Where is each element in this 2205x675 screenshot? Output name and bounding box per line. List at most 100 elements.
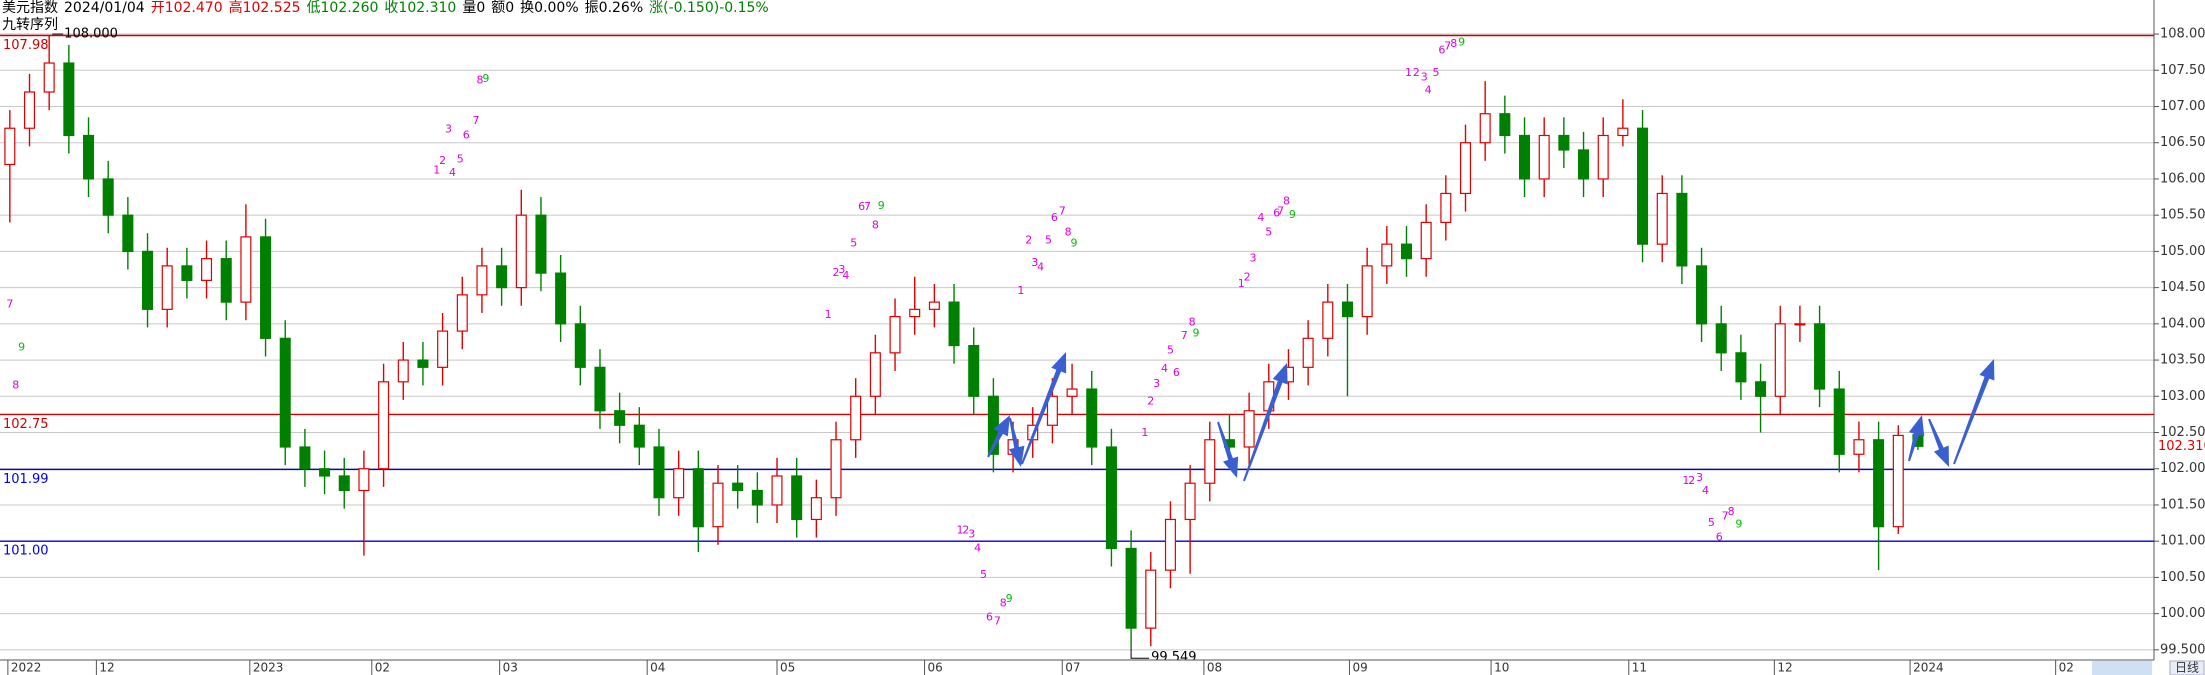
nine-turn-label: 2 xyxy=(1413,66,1420,79)
candle-body xyxy=(791,475,803,521)
x-tick-label: 07 xyxy=(1065,661,1080,675)
header-item: 振0.26% xyxy=(585,0,643,16)
candle-body xyxy=(397,359,409,383)
candle-body xyxy=(240,236,252,303)
drawn-arrow xyxy=(1243,363,1288,482)
nine-turn-label: 1 xyxy=(825,308,832,321)
nine-turn-label: 3 xyxy=(838,263,845,276)
header-item: 低102.260 xyxy=(307,0,379,16)
candle-body xyxy=(437,330,449,368)
drawn-arrow xyxy=(1217,421,1239,478)
nine-turn-label: 9 xyxy=(1193,326,1200,339)
y-tick-label: 107.00 xyxy=(2160,99,2205,114)
candle-body xyxy=(338,475,350,492)
y-tick-label: 105.50 xyxy=(2160,208,2205,223)
candle-body xyxy=(23,91,36,129)
candle-body xyxy=(633,424,645,448)
nine-turn-label: 5 xyxy=(980,568,987,581)
nine-turn-label: 7 xyxy=(994,615,1001,628)
y-tick-label: 101.50 xyxy=(2160,497,2205,512)
nine-turn-label: 7 xyxy=(1059,205,1066,218)
header-item: 收102.310 xyxy=(384,0,456,16)
period-box xyxy=(2169,660,2205,675)
nine-turn-label: 5 xyxy=(1045,234,1052,247)
candle-body xyxy=(1243,410,1255,448)
x-tick-label: 02 xyxy=(2059,661,2074,675)
reference-label: 102.75 xyxy=(3,417,49,432)
header-item: 涨(-0.150)-0.15% xyxy=(649,0,769,16)
candle-body xyxy=(63,62,75,137)
nine-turn-label: 4 xyxy=(1037,260,1044,273)
candle-body xyxy=(4,127,16,166)
candle-body xyxy=(1440,192,1452,224)
candle-body xyxy=(1499,113,1511,137)
nine-turn-label: 1 xyxy=(1682,474,1689,487)
nine-turn-label: 5 xyxy=(1265,226,1272,239)
nine-turn-label: 8 xyxy=(872,218,879,231)
nine-turn-label: 8 xyxy=(1000,596,1007,609)
header-item: 换0.00% xyxy=(520,0,578,16)
candle-body xyxy=(1833,388,1845,455)
annotation-line xyxy=(1130,646,1150,659)
nine-turn-label: 8 xyxy=(1065,226,1072,239)
candle-body xyxy=(1341,301,1353,318)
drawn-arrow xyxy=(987,415,1010,458)
nine-turn-label: 1 xyxy=(1238,277,1245,290)
x-tick-label: 05 xyxy=(780,661,795,675)
candle-body xyxy=(1046,395,1058,426)
candle-body xyxy=(712,482,724,528)
nine-turn-label: 9 xyxy=(1071,236,1078,249)
candle-body xyxy=(1597,134,1609,180)
drawn-arrow xyxy=(1021,352,1067,465)
nine-turn-label: 7 xyxy=(473,114,480,127)
y-tick-label: 104.00 xyxy=(2160,316,2205,331)
header-item: 高102.525 xyxy=(229,0,301,16)
candle-body xyxy=(614,410,626,426)
candle-body xyxy=(1774,323,1786,397)
nine-turn-label: 3 xyxy=(1153,377,1160,390)
nine-turn-label: 7 xyxy=(6,297,13,310)
candle-body xyxy=(1361,265,1373,318)
header-item: 量0 xyxy=(462,0,485,16)
candle-body xyxy=(1066,388,1078,397)
nine-turn-label: 7 xyxy=(1722,510,1729,523)
nine-turn-label: 3 xyxy=(1031,256,1038,269)
nine-turn-label: 2 xyxy=(439,154,446,167)
candle-body xyxy=(1538,134,1550,180)
candle-body xyxy=(1656,192,1668,245)
candle-body xyxy=(417,359,429,368)
last-price-label: 102.310 xyxy=(2158,439,2205,454)
nine-turn-label: 4 xyxy=(1257,211,1264,224)
nine-turn-label: 4 xyxy=(1161,362,1168,375)
nine-turn-label: 5 xyxy=(1708,516,1715,529)
candle-body xyxy=(1420,221,1432,260)
candle-body xyxy=(260,236,272,339)
nine-turn-label: 5 xyxy=(457,152,464,165)
nine-turn-label: 2 xyxy=(1025,234,1032,247)
candle-body xyxy=(948,301,960,347)
candle-body xyxy=(574,323,586,368)
candle-body xyxy=(1558,134,1570,151)
candle-body xyxy=(1755,381,1767,397)
candle-body xyxy=(1853,439,1865,455)
candle-body xyxy=(1892,434,1904,528)
candle-body xyxy=(555,272,567,325)
nine-turn-label: 8 xyxy=(1189,315,1196,328)
nine-turn-label: 4 xyxy=(974,541,981,554)
nine-turn-label: 9 xyxy=(1735,518,1742,531)
candle-body xyxy=(1814,323,1826,390)
reference-label: 107.98 xyxy=(3,38,49,53)
drawn-arrow xyxy=(1008,417,1025,467)
nine-turn-label: 5 xyxy=(1167,344,1174,357)
candle-body xyxy=(378,381,390,470)
nine-turn-label: 6 xyxy=(986,610,993,623)
candle-body xyxy=(1735,352,1747,383)
y-tick-label: 99.500 xyxy=(2160,642,2205,657)
nine-turn-label: 9 xyxy=(878,199,885,212)
nine-turn-label: 8 xyxy=(1450,37,1457,50)
x-tick-label: 2024 xyxy=(1913,661,1944,675)
candle-body xyxy=(102,178,114,216)
x-tick-label: 03 xyxy=(503,661,518,675)
y-tick-label: 100.50 xyxy=(2160,570,2205,585)
